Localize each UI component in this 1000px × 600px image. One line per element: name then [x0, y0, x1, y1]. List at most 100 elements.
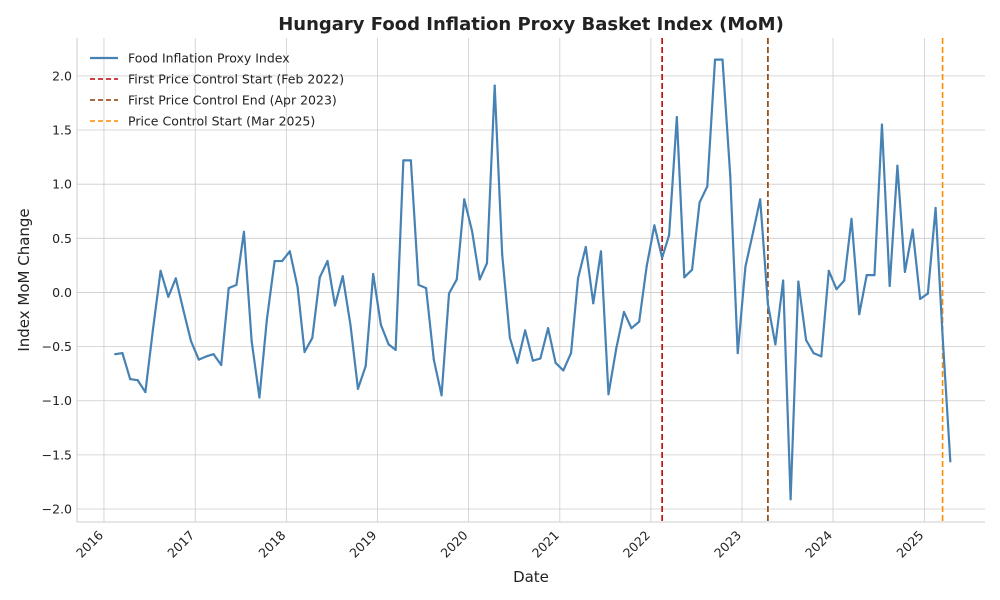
data-point	[941, 334, 944, 337]
data-point	[288, 250, 291, 253]
data-point	[736, 351, 739, 355]
data-point	[364, 364, 367, 368]
data-point	[896, 164, 899, 167]
data-point	[949, 460, 952, 463]
data-point	[858, 313, 861, 316]
data-point	[485, 262, 489, 265]
data-point	[706, 185, 709, 188]
data-point	[470, 229, 474, 232]
data-point	[356, 387, 360, 390]
data-point	[235, 283, 238, 286]
data-point	[698, 201, 701, 204]
data-point	[372, 272, 375, 276]
data-point	[873, 274, 876, 277]
data-point	[114, 353, 117, 356]
data-point	[447, 292, 451, 295]
data-point	[638, 320, 641, 323]
data-point	[820, 355, 823, 358]
data-point	[311, 336, 314, 340]
data-point	[333, 304, 337, 307]
data-point	[379, 323, 383, 327]
data-point	[546, 327, 550, 330]
x-axis-label: Date	[513, 568, 549, 586]
data-point	[212, 353, 215, 356]
data-point	[759, 198, 762, 201]
data-point	[903, 270, 907, 273]
data-point	[524, 329, 527, 332]
data-point	[402, 159, 405, 162]
data-point	[607, 393, 610, 396]
data-point	[159, 269, 162, 272]
data-point	[865, 274, 868, 277]
data-point	[835, 288, 838, 291]
data-point	[508, 336, 512, 340]
data-point	[645, 265, 648, 268]
y-tick-label: −1.5	[42, 447, 72, 462]
y-axis-label: Index MoM Change	[15, 208, 33, 351]
y-tick-label: 2.0	[52, 68, 72, 83]
data-point	[729, 174, 732, 177]
data-point	[721, 58, 724, 61]
data-point	[250, 340, 253, 343]
data-point	[926, 292, 929, 295]
data-point	[432, 358, 435, 361]
data-point	[205, 355, 208, 358]
data-point	[341, 275, 344, 278]
data-point	[493, 84, 496, 87]
data-point	[911, 228, 914, 231]
data-point	[661, 256, 664, 259]
data-point	[501, 253, 504, 256]
data-point	[766, 303, 770, 306]
data-point	[827, 269, 830, 272]
data-point	[144, 390, 147, 394]
data-point	[417, 283, 420, 286]
data-point	[843, 279, 846, 282]
data-point	[592, 302, 595, 305]
data-point	[569, 351, 573, 355]
legend-label: First Price Control End (Apr 2023)	[128, 93, 337, 108]
data-point	[584, 245, 587, 249]
data-point	[744, 265, 747, 268]
y-tick-label: 0.5	[52, 231, 72, 246]
data-point	[562, 369, 565, 372]
data-point	[615, 347, 618, 350]
data-point	[167, 295, 170, 298]
data-point	[713, 58, 717, 61]
data-point	[774, 343, 777, 346]
data-point	[812, 351, 815, 355]
data-point	[653, 224, 656, 227]
legend-label: Food Inflation Proxy Index	[128, 51, 290, 66]
data-point	[189, 340, 193, 343]
data-point	[516, 361, 519, 364]
data-point	[303, 350, 306, 354]
data-point	[182, 309, 185, 312]
data-point	[455, 278, 458, 281]
y-tick-label: −2.0	[42, 502, 72, 517]
data-point	[789, 498, 792, 501]
data-point	[463, 198, 466, 201]
data-point	[136, 379, 139, 382]
data-point	[675, 115, 678, 119]
data-point	[326, 259, 329, 263]
data-point	[797, 280, 800, 283]
data-point	[296, 285, 299, 289]
data-point	[121, 351, 124, 355]
legend-label: Price Control Start (Mar 2025)	[128, 114, 315, 129]
data-point	[265, 318, 268, 321]
data-point	[318, 276, 321, 279]
data-point	[630, 327, 633, 330]
y-tick-label: −1.0	[42, 393, 72, 408]
data-point	[888, 284, 891, 288]
data-point	[934, 206, 937, 210]
legend: Food Inflation Proxy Index First Price Co…	[90, 51, 344, 129]
y-tick-label: 0.0	[52, 285, 72, 300]
data-point	[151, 329, 154, 332]
data-point	[804, 338, 808, 342]
data-point	[174, 277, 177, 280]
data-point	[599, 250, 603, 253]
data-point	[440, 394, 443, 397]
data-point	[478, 278, 481, 281]
data-point	[576, 277, 580, 280]
